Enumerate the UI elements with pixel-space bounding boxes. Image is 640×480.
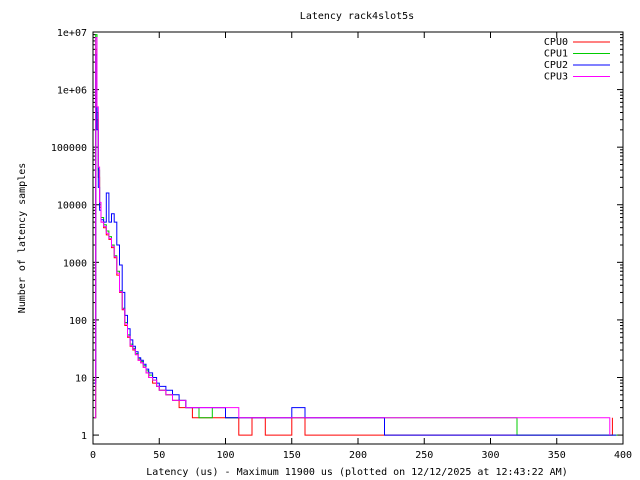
x-tick-label: 100 <box>216 450 234 461</box>
legend-label: CPU1 <box>544 49 568 60</box>
legend-label: CPU3 <box>544 72 568 83</box>
legend-label: CPU2 <box>544 60 568 71</box>
chart-title: Latency rack4slot5s <box>300 11 414 22</box>
y-tick-label: 1e+06 <box>57 86 87 97</box>
legend-label: CPU0 <box>544 37 568 48</box>
y-tick-label: 100000 <box>51 143 87 154</box>
y-tick-label: 1 <box>81 431 87 442</box>
y-tick-label: 1e+07 <box>57 28 87 39</box>
y-tick-label: 1000 <box>63 258 87 269</box>
y-tick-label: 10 <box>75 373 87 384</box>
y-tick-label: 10000 <box>57 201 87 212</box>
x-axis-ticks: 0 50 100 150 200 250 300 350 400 <box>90 32 632 461</box>
x-tick-label: 0 <box>90 450 96 461</box>
x-tick-label: 50 <box>153 450 165 461</box>
x-tick-label: 300 <box>481 450 499 461</box>
x-tick-label: 250 <box>415 450 433 461</box>
x-axis-label: Latency (us) - Maximum 11900 us (plotted… <box>146 467 567 478</box>
x-tick-label: 150 <box>283 450 301 461</box>
series-layer <box>94 34 618 436</box>
x-tick-label: 400 <box>614 450 632 461</box>
y-tick-label: 100 <box>69 316 87 327</box>
x-tick-label: 200 <box>349 450 367 461</box>
series-line-cpu3 <box>94 37 611 436</box>
y-axis-label: Number of latency samples <box>17 163 28 314</box>
x-tick-label: 350 <box>548 450 566 461</box>
